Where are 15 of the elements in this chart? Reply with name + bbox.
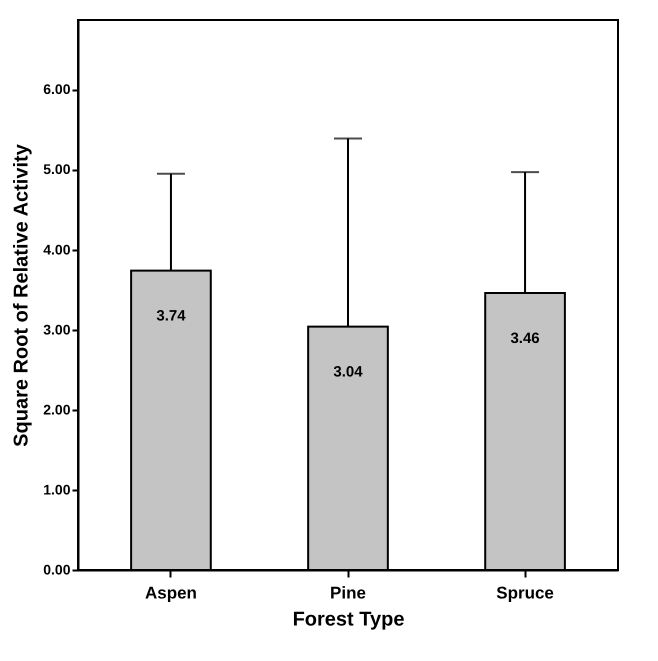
y-tick-label: 4.00 [43, 241, 71, 258]
y-tick-label: 2.00 [43, 401, 71, 418]
data-label: 3.46 [510, 330, 540, 347]
y-tick-label: 3.00 [43, 321, 71, 338]
y-tick-label: 0.00 [43, 562, 71, 578]
x-tick-label: Spruce [496, 584, 554, 602]
x-axis-title: Forest Type [292, 608, 404, 630]
y-axis-title: Square Root of Relative Activity [10, 143, 32, 447]
y-tick-label: 6.00 [43, 81, 71, 98]
y-tick-label: 5.00 [43, 161, 71, 178]
x-tick-label: Pine [330, 584, 366, 602]
y-tick-label: 1.00 [43, 481, 71, 498]
data-label: 3.74 [156, 308, 186, 325]
x-tick-label: Aspen [144, 584, 197, 602]
data-label: 3.04 [333, 364, 364, 381]
